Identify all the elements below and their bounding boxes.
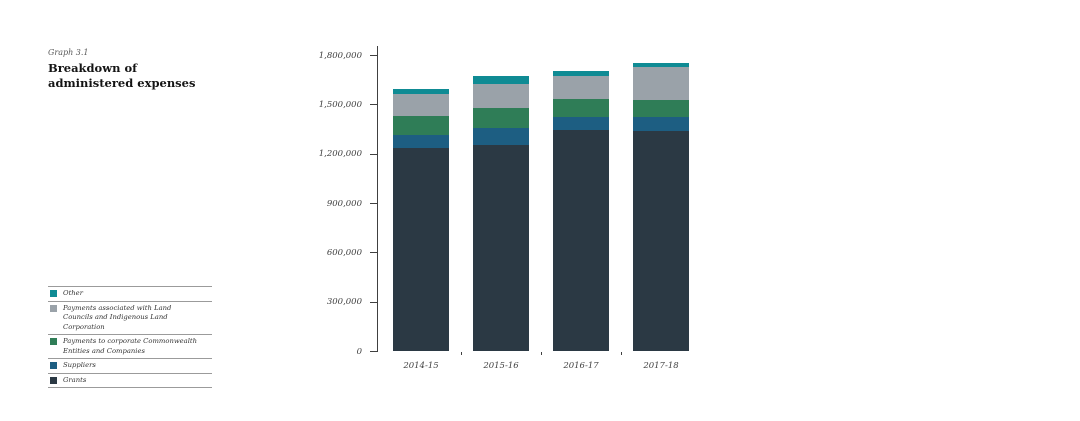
x-tick-label: 2017-18: [643, 361, 679, 371]
legend-item: Other: [48, 286, 212, 301]
legend-swatch: [50, 338, 57, 346]
legend-swatch: [50, 290, 57, 297]
bar-segment: [553, 116, 609, 130]
legend-label: Suppliers: [63, 361, 96, 370]
y-tick-label: 0: [356, 346, 362, 357]
legend: Other Payments associated with Land Counc…: [48, 286, 212, 389]
y-tick: [370, 252, 377, 254]
bar-segment: [633, 63, 689, 68]
bar-segment: [393, 134, 449, 148]
bar-segment: [553, 99, 609, 117]
bar-segment: [633, 67, 689, 101]
bar-segment: [393, 94, 449, 116]
bar-segment: [393, 115, 449, 135]
legend-item: Payments associated with Land Councils a…: [48, 300, 212, 335]
x-tick-label: 2016-17: [563, 361, 599, 371]
y-tick-label: 1,800,000: [318, 50, 362, 61]
y-tick-label: 1,200,000: [318, 149, 362, 160]
legend-label: Grants: [63, 375, 87, 384]
x-axis-tick: [621, 352, 622, 355]
y-tick-label: 900,000: [326, 198, 362, 209]
bar-segment: [473, 76, 529, 84]
bar-segment: [393, 88, 449, 95]
bar-segment: [393, 147, 449, 351]
bar-segment: [553, 71, 609, 77]
bar-segment: [473, 128, 529, 145]
y-tick-label: 600,000: [326, 247, 362, 258]
legend-label: Payments to corporate Commonwealth Entit…: [63, 337, 198, 355]
y-tick: [370, 203, 377, 204]
x-tick-label: 2015-16: [483, 361, 519, 371]
bar-segment: [633, 100, 689, 118]
y-tick: [370, 104, 377, 106]
bar-segment: [633, 117, 689, 131]
graph-number: Graph 3.1: [48, 48, 89, 57]
x-axis-tick: [461, 352, 462, 355]
x-tick-label: 2014-15: [403, 361, 439, 371]
bar-segment: [473, 83, 529, 109]
bar-segment: [553, 129, 609, 351]
bar-segment: [553, 76, 609, 100]
legend-item: Grants: [48, 372, 212, 388]
legend-item: Payments to corporate Commonwealth Entit…: [48, 334, 212, 358]
y-tick: [370, 351, 377, 352]
bar-segment: [633, 130, 689, 351]
y-tick: [370, 153, 377, 155]
bar-segment: [473, 108, 529, 129]
y-tick: [370, 301, 377, 303]
legend-swatch: [50, 376, 57, 384]
y-tick-label: 1,500,000: [318, 99, 362, 110]
y-tick-label: 300,000: [326, 297, 362, 308]
legend-label: Other: [63, 289, 83, 297]
y-axis-line: [377, 46, 378, 352]
y-tick: [370, 55, 377, 56]
legend-item: Suppliers: [48, 358, 212, 373]
legend-swatch: [50, 304, 57, 312]
legend-swatch: [50, 362, 57, 370]
bar-segment: [473, 144, 529, 351]
x-axis-tick: [541, 352, 542, 355]
chart-heading: Breakdown of administered expenses: [48, 61, 196, 90]
legend-label: Payments associated with Land Councils a…: [63, 303, 172, 331]
